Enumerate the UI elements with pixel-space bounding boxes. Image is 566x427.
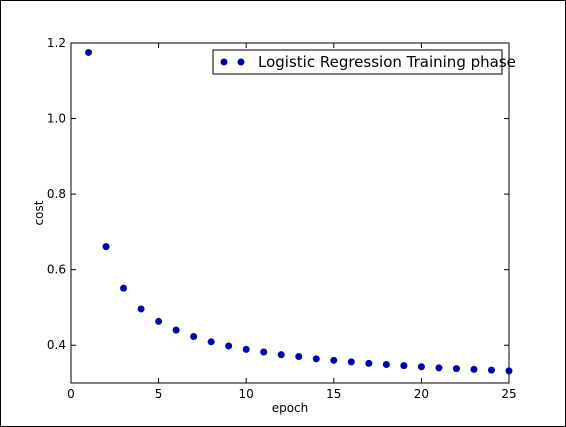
x-tick-label: 0 (67, 387, 75, 401)
data-point (435, 364, 443, 372)
data-point (102, 243, 110, 251)
legend: Logistic Regression Training phase (212, 49, 516, 75)
plot-area (70, 42, 510, 384)
data-point (260, 348, 268, 356)
data-point (382, 360, 390, 368)
x-tick-label: 25 (501, 387, 516, 401)
y-tick-label: 0.8 (47, 187, 66, 201)
data-point (85, 48, 93, 56)
data-point (417, 363, 425, 371)
data-point (347, 358, 355, 366)
data-point (207, 338, 215, 346)
y-tick-label: 1.0 (47, 112, 66, 126)
data-point (470, 365, 478, 373)
data-point (487, 366, 495, 374)
y-tick-label: 1.2 (47, 36, 66, 50)
data-point (137, 305, 145, 313)
data-point (190, 333, 198, 341)
legend-box (212, 49, 503, 75)
data-point (242, 345, 250, 353)
data-point (225, 342, 233, 350)
data-point (452, 365, 460, 373)
data-point (330, 356, 338, 364)
x-axis-label: epoch (272, 401, 309, 415)
y-axis-ticks: 0.4 0.6 0.8 1.0 1.2 (47, 36, 509, 352)
data-point (120, 284, 128, 292)
x-axis-ticks: 0 5 10 15 20 25 (67, 43, 517, 401)
data-points (85, 48, 513, 375)
x-tick-label: 10 (239, 387, 254, 401)
data-point (505, 367, 513, 375)
data-point (172, 326, 180, 334)
data-point (295, 353, 303, 361)
legend-marker-2 (237, 58, 245, 66)
y-tick-label: 0.4 (47, 338, 66, 352)
x-tick-label: 5 (155, 387, 163, 401)
data-point (277, 351, 285, 359)
data-point (400, 362, 408, 370)
data-point (155, 317, 163, 325)
y-tick-label: 0.6 (47, 263, 66, 277)
x-tick-label: 15 (326, 387, 341, 401)
legend-label: Logistic Regression Training phase (258, 53, 516, 71)
data-point (365, 359, 373, 367)
legend-marker-1 (220, 58, 228, 66)
y-axis-label: cost (32, 200, 46, 225)
x-tick-label: 20 (414, 387, 429, 401)
data-point (312, 355, 320, 363)
